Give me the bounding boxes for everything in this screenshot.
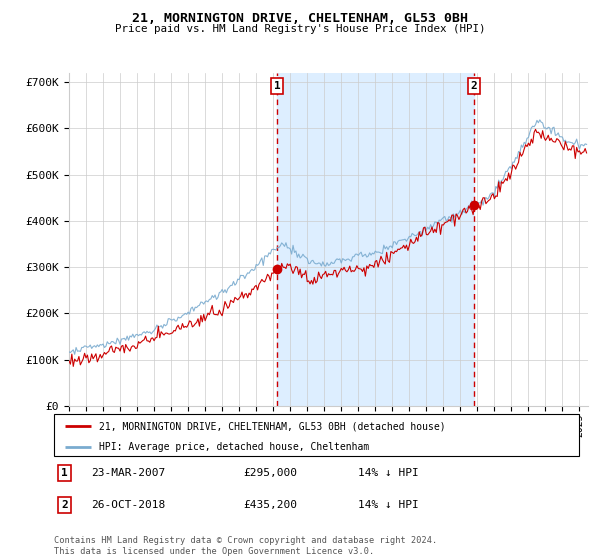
Text: £435,200: £435,200 [243, 500, 297, 510]
Text: 23-MAR-2007: 23-MAR-2007 [91, 468, 165, 478]
Text: 2: 2 [61, 500, 68, 510]
Text: 14% ↓ HPI: 14% ↓ HPI [359, 500, 419, 510]
Text: 21, MORNINGTON DRIVE, CHELTENHAM, GL53 0BH (detached house): 21, MORNINGTON DRIVE, CHELTENHAM, GL53 0… [98, 421, 445, 431]
Text: 1: 1 [274, 81, 280, 91]
Text: HPI: Average price, detached house, Cheltenham: HPI: Average price, detached house, Chel… [98, 442, 369, 452]
Text: 1: 1 [61, 468, 68, 478]
Text: Price paid vs. HM Land Registry's House Price Index (HPI): Price paid vs. HM Land Registry's House … [115, 24, 485, 34]
FancyBboxPatch shape [54, 414, 579, 456]
Text: Contains HM Land Registry data © Crown copyright and database right 2024.
This d: Contains HM Land Registry data © Crown c… [54, 536, 437, 556]
Text: 21, MORNINGTON DRIVE, CHELTENHAM, GL53 0BH: 21, MORNINGTON DRIVE, CHELTENHAM, GL53 0… [132, 12, 468, 25]
Text: 14% ↓ HPI: 14% ↓ HPI [359, 468, 419, 478]
Text: 26-OCT-2018: 26-OCT-2018 [91, 500, 165, 510]
Text: 2: 2 [471, 81, 478, 91]
Bar [277, 73, 474, 406]
Text: £295,000: £295,000 [243, 468, 297, 478]
